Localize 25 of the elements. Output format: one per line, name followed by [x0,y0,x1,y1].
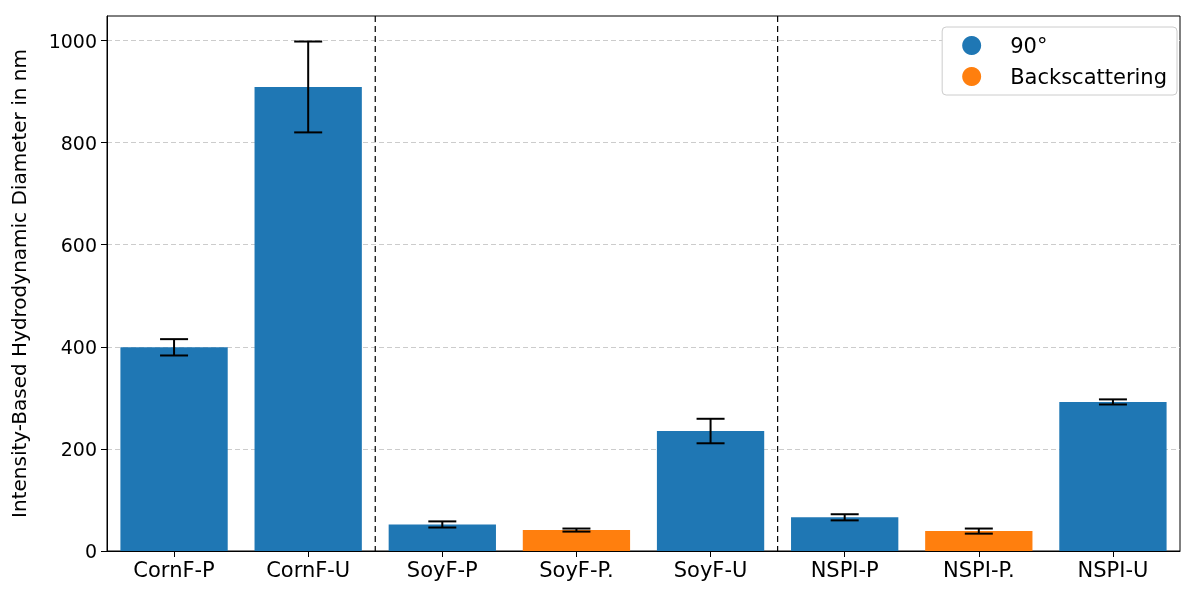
bar [254,86,362,551]
legend-label: 90° [1010,33,1048,58]
y-tick-label: 800 [60,131,97,154]
x-tick-label: NSPI-P. [943,557,1015,582]
bar [1059,401,1167,551]
x-tick-label: CornF-P [133,557,215,582]
x-tick-label: NSPI-U [1077,557,1149,582]
y-tick-label: 0 [84,540,97,562]
y-tick-label: 1000 [48,29,97,52]
bar [656,431,765,551]
x-tick-label: SoyF-U [673,557,748,582]
bar [791,517,899,551]
bar [522,530,631,551]
x-tick-label: SoyF-P. [539,557,614,582]
bar [925,531,1033,551]
y-tick-label: 200 [60,437,97,460]
x-tick-label: CornF-U [266,557,351,582]
y-tick-label: 400 [60,335,97,358]
legend-label: Backscattering [1010,64,1168,89]
bar [388,524,496,551]
x-tick-label: NSPI-P [810,557,879,582]
y-axis-title: Intensity-Based Hydrodynamic Diameter in nm [7,49,31,518]
x-tick-label: SoyF-P [406,557,478,582]
bar [120,347,228,551]
y-tick-label: 600 [60,233,97,256]
